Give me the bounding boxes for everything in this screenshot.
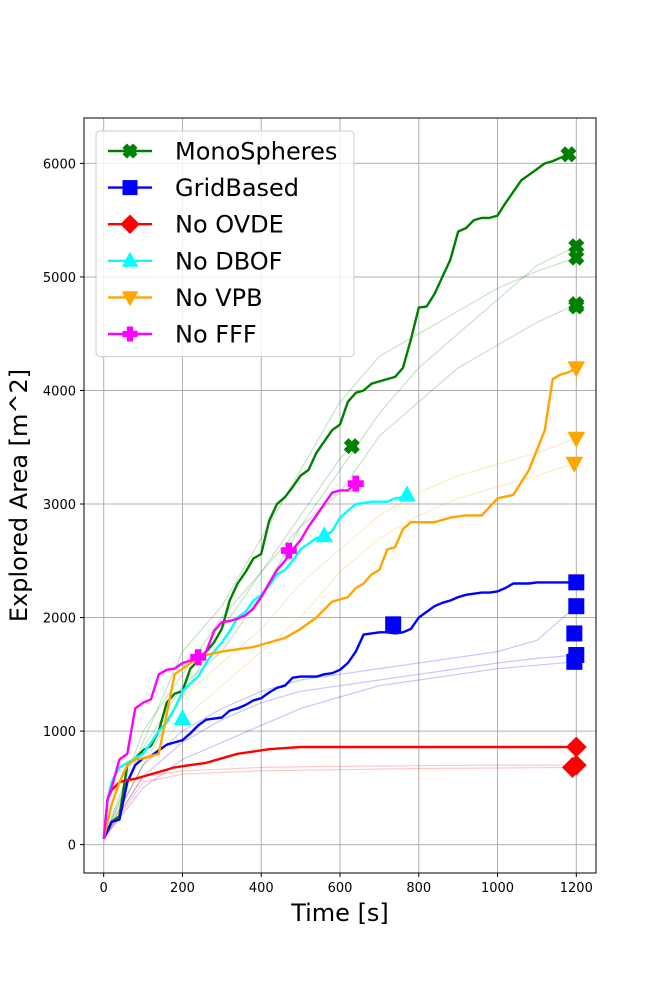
y-tick-label: 5000 bbox=[43, 271, 76, 286]
y-tick-label: 4000 bbox=[43, 384, 76, 399]
y-tick-label: 0 bbox=[68, 839, 76, 854]
run-end-marker-no-vpb bbox=[565, 456, 584, 473]
series-line-no-ovde bbox=[102, 745, 577, 840]
series-line-no-fff bbox=[102, 482, 357, 840]
faint-run-line bbox=[103, 257, 577, 840]
faint-run-line bbox=[103, 654, 577, 840]
y-axis-label: Explored Area [m^2] bbox=[5, 369, 33, 622]
faint-run-line bbox=[103, 245, 577, 840]
y-tick-label: 1000 bbox=[43, 725, 76, 740]
run-end-marker-no-dbof bbox=[315, 526, 334, 543]
run-end-marker-monospheres bbox=[568, 249, 585, 266]
run-end-marker-no-fff bbox=[280, 542, 297, 559]
tick-layer: 0 200 400 600 800 1000 1200 0 1000 2000 3000 4000 50… bbox=[43, 157, 593, 896]
legend-label: MonoSpheres bbox=[175, 138, 337, 166]
run-end-marker-no-fff bbox=[190, 649, 207, 666]
legend-label: No DBOF bbox=[175, 247, 282, 275]
series-line-no-vpb bbox=[102, 366, 577, 840]
run-end-marker-no-vpb bbox=[567, 431, 586, 448]
run-end-marker-gridbased bbox=[566, 653, 583, 670]
legend-entry-no-ovde: No OVDE bbox=[108, 211, 284, 239]
run-end-marker-gridbased bbox=[566, 625, 583, 642]
legend: MonoSpheres GridBased No OVDE No DBOF No VPB… bbox=[95, 130, 355, 358]
legend-label: No VPB bbox=[175, 284, 263, 312]
legend-swatch-marker bbox=[121, 251, 139, 267]
x-tick-label: 1200 bbox=[560, 881, 593, 896]
series-end-marker-gridbased bbox=[568, 574, 585, 591]
legend-entry-no-dbof: No DBOF bbox=[108, 247, 282, 275]
series-end-marker-no-fff bbox=[347, 475, 364, 492]
x-tick-label: 800 bbox=[406, 881, 431, 896]
y-tick-label: 3000 bbox=[43, 498, 76, 513]
series-end-marker-no-dbof bbox=[398, 485, 416, 502]
legend-swatch-marker bbox=[120, 214, 140, 234]
series-end-marker-no-vpb bbox=[567, 361, 586, 378]
y-tick-label: 2000 bbox=[43, 612, 76, 627]
legend-label: No FFF bbox=[175, 321, 257, 349]
x-tick-label: 0 bbox=[100, 881, 108, 896]
faint-run-line bbox=[103, 445, 353, 840]
faint-run-line bbox=[103, 437, 577, 840]
legend-swatch-marker bbox=[122, 180, 138, 196]
legend-box bbox=[95, 130, 355, 358]
legend-swatch-marker bbox=[121, 291, 139, 307]
legend-swatch-marker bbox=[122, 326, 138, 342]
run-end-marker-monospheres bbox=[568, 298, 585, 315]
legend-entry-gridbased: GridBased bbox=[108, 174, 299, 202]
legend-entry-no-fff: No FFF bbox=[108, 321, 257, 349]
run-end-marker-gridbased bbox=[568, 598, 585, 615]
legend-swatch-marker bbox=[122, 143, 138, 159]
faint-run-line bbox=[103, 605, 577, 840]
x-tick-label: 1000 bbox=[481, 881, 514, 896]
x-tick-label: 200 bbox=[170, 881, 195, 896]
series-end-marker-monospheres bbox=[560, 146, 577, 163]
faint-runs-layer bbox=[103, 245, 577, 840]
faint-run-line bbox=[103, 661, 577, 840]
x-tick-label: 600 bbox=[328, 881, 353, 896]
run-end-marker-monospheres bbox=[343, 438, 360, 455]
run-end-marker-monospheres bbox=[568, 238, 585, 255]
run-end-marker-no-ovde bbox=[561, 757, 583, 778]
series-layer bbox=[102, 153, 577, 840]
legend-label: No OVDE bbox=[175, 211, 284, 239]
faint-run-line bbox=[103, 766, 577, 840]
series-line-no-dbof bbox=[102, 493, 408, 840]
x-axis-label: Time [s] bbox=[290, 899, 389, 927]
legend-entry-monospheres: MonoSpheres bbox=[108, 138, 337, 166]
series-end-marker-no-ovde bbox=[565, 736, 587, 758]
marker-layer bbox=[173, 146, 587, 778]
x-tick-label: 400 bbox=[249, 881, 274, 896]
series-line-gridbased bbox=[102, 581, 577, 840]
y-tick-label: 6000 bbox=[43, 157, 76, 172]
faint-run-line bbox=[103, 303, 577, 840]
legend-label: GridBased bbox=[175, 174, 299, 202]
run-end-marker-gridbased bbox=[385, 616, 402, 633]
run-end-marker-no-dbof bbox=[173, 708, 192, 725]
legend-entry-no-vpb: No VPB bbox=[108, 284, 263, 312]
